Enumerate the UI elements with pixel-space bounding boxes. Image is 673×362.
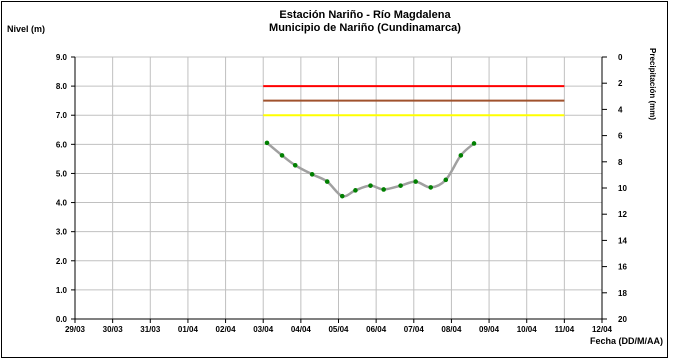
plot-area: 0.0 1.0 2.0 3.0 4.0 5.0 6.0 7.0 8.0 9.0 29/03 30/03…: [56, 48, 657, 334]
x-axis-label: Fecha (DD/M/AA): [590, 336, 663, 346]
x-tick-label: 05/04: [328, 325, 349, 334]
y-tick-label: 3.0: [56, 228, 68, 237]
x-tick-label: 02/04: [216, 325, 237, 334]
x-tick-label: 09/04: [479, 325, 500, 334]
x-tick-label: 11/04: [555, 325, 575, 334]
x-tick-label: 12/04: [592, 325, 613, 334]
data-point: [428, 185, 434, 190]
y2-tick-label: 6: [618, 132, 623, 141]
chart-subtitle: Municipio de Nariño (Cundinamarca): [269, 22, 461, 34]
y-tick-label: 6.0: [56, 140, 68, 149]
data-point: [324, 179, 330, 184]
y-tick-label: 9.0: [56, 53, 68, 62]
data-point: [443, 177, 449, 183]
data-point: [458, 153, 464, 158]
y2-tick-label: 2: [618, 79, 623, 88]
y-tick-label: 5.0: [56, 169, 68, 178]
data-point: [398, 183, 403, 188]
y2-tick-label: 18: [618, 289, 627, 298]
x-tick-label: 29/03: [65, 325, 86, 334]
data-point: [368, 183, 373, 188]
data-point: [339, 193, 345, 199]
data-point: [413, 179, 418, 184]
y2-tick-label: 0: [618, 53, 623, 62]
x-tick-label: 08/04: [441, 325, 462, 334]
x-tick-label: 31/03: [140, 325, 161, 334]
y2-tick-label: 12: [618, 210, 627, 219]
chart-title: Estación Nariño - Río Magdalena: [279, 9, 451, 21]
y2-axis-label: Precipitación (mm): [648, 48, 657, 120]
x-tick-label: 04/04: [291, 325, 312, 334]
y2-tick-label: 10: [618, 184, 627, 193]
y-tick-label: 8.0: [56, 82, 68, 91]
y-tick-label: 1.0: [56, 286, 68, 295]
x-tick-label: 30/03: [103, 325, 124, 334]
y-tick-label: 0.0: [56, 315, 68, 324]
x-tick-label: 07/04: [404, 325, 425, 334]
data-point: [292, 162, 298, 168]
y-axis-label: Nivel (m): [7, 24, 45, 34]
y-tick-label: 4.0: [56, 199, 68, 208]
y2-tick-label: 8: [618, 158, 623, 167]
y-tick-label: 7.0: [56, 111, 68, 120]
data-point: [381, 187, 386, 192]
y2-tick-label: 20: [618, 315, 627, 324]
x-tick-label: 03/04: [253, 325, 274, 334]
x-tick-label: 06/04: [366, 325, 387, 334]
y-tick-label: 2.0: [56, 257, 68, 266]
x-tick-label: 01/04: [178, 325, 199, 334]
y2-tick-label: 16: [618, 263, 627, 272]
data-point: [279, 153, 285, 158]
y2-tick-label: 14: [618, 236, 627, 245]
data-point: [353, 188, 358, 193]
data-point: [309, 172, 315, 177]
data-point: [471, 141, 477, 146]
data-point: [264, 140, 270, 146]
y2-tick-label: 4: [618, 105, 623, 114]
x-tick-label: 10/04: [517, 325, 538, 334]
